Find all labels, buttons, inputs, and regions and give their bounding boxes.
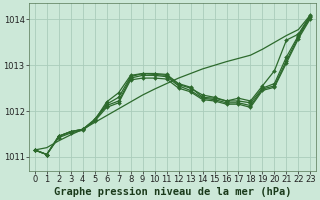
X-axis label: Graphe pression niveau de la mer (hPa): Graphe pression niveau de la mer (hPa) [54,186,291,197]
